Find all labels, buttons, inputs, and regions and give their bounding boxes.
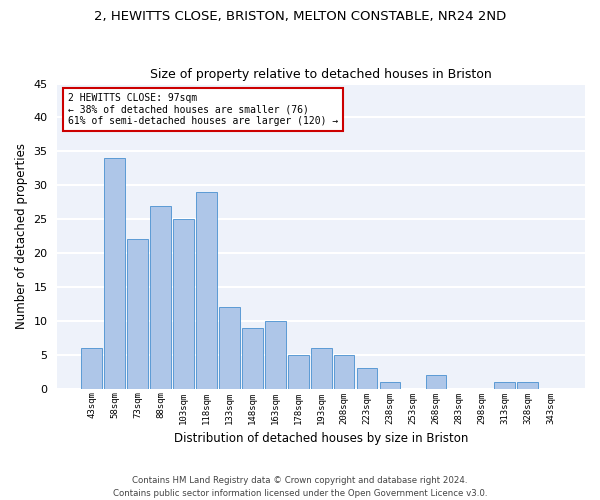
Bar [219,308,240,388]
Bar [173,219,194,388]
Bar [82,348,102,389]
Title: Size of property relative to detached houses in Briston: Size of property relative to detached ho… [151,68,492,81]
Bar [494,382,515,388]
Bar [334,354,355,388]
X-axis label: Distribution of detached houses by size in Briston: Distribution of detached houses by size … [174,432,469,445]
Bar [127,240,148,388]
Bar [288,354,308,388]
Bar [425,375,446,388]
Bar [380,382,400,388]
Bar [265,321,286,388]
Bar [311,348,332,389]
Bar [104,158,125,388]
Bar [150,206,171,388]
Y-axis label: Number of detached properties: Number of detached properties [15,143,28,329]
Text: 2, HEWITTS CLOSE, BRISTON, MELTON CONSTABLE, NR24 2ND: 2, HEWITTS CLOSE, BRISTON, MELTON CONSTA… [94,10,506,23]
Text: Contains HM Land Registry data © Crown copyright and database right 2024.
Contai: Contains HM Land Registry data © Crown c… [113,476,487,498]
Bar [242,328,263,388]
Bar [357,368,377,388]
Text: 2 HEWITTS CLOSE: 97sqm
← 38% of detached houses are smaller (76)
61% of semi-det: 2 HEWITTS CLOSE: 97sqm ← 38% of detached… [68,92,338,126]
Bar [196,192,217,388]
Bar [517,382,538,388]
